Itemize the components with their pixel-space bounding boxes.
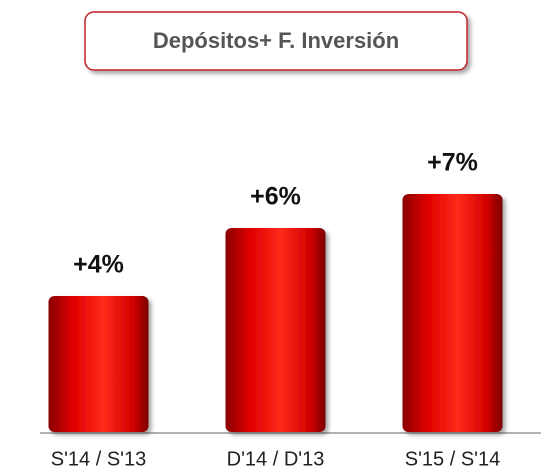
title-box <box>84 11 468 71</box>
bar <box>48 296 149 432</box>
x-tick-label: S'14 / S'13 <box>51 448 146 470</box>
chart-title: Depósitos+ F. Inversión <box>153 28 399 53</box>
value-label: +6% <box>250 183 301 211</box>
bar <box>402 194 503 432</box>
value-label: +4% <box>73 251 124 279</box>
x-tick-label: D'14 / D'13 <box>227 448 325 470</box>
value-label: +7% <box>427 149 478 177</box>
x-tick-label: S'15 / S'14 <box>405 448 500 470</box>
bar <box>225 228 326 432</box>
